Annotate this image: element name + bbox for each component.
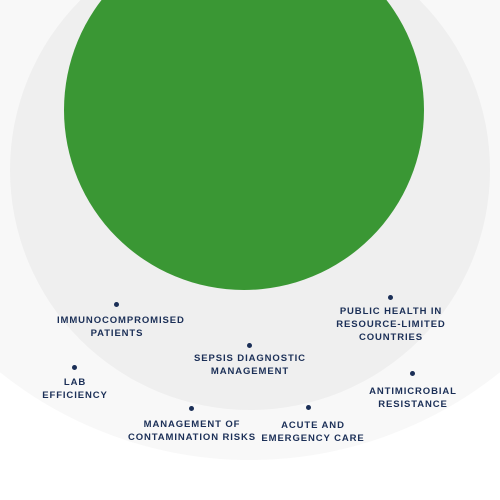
label-contamination: MANAGEMENT OF CONTAMINATION RISKS <box>127 419 257 443</box>
marker-dot-sepsis <box>247 343 252 348</box>
label-sepsis: SEPSIS DIAGNOSTIC MANAGEMENT <box>194 353 306 377</box>
marker-dot-public-health <box>388 295 393 300</box>
marker-dot-contamination <box>189 406 194 411</box>
label-public-health: PUBLIC HEALTH IN RESOURCE-LIMITED COUNTR… <box>336 306 446 343</box>
marker-dot-immunocompromised <box>114 302 119 307</box>
marker-dot-acute-care <box>306 405 311 410</box>
label-lab-efficiency: LAB EFFICIENCY <box>42 377 108 401</box>
label-acute-care: ACUTE AND EMERGENCY CARE <box>261 420 365 444</box>
label-antimicrobial: ANTIMICROBIAL RESISTANCE <box>369 386 457 410</box>
central-circle <box>64 0 424 290</box>
marker-dot-antimicrobial <box>410 371 415 376</box>
marker-dot-lab-efficiency <box>72 365 77 370</box>
label-immunocompromised: IMMUNOCOMPROMISED PATIENTS <box>57 315 185 339</box>
